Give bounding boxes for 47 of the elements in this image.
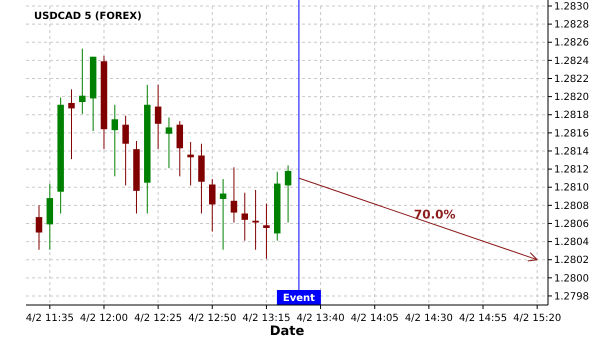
x-tick-label: 4/2 15:20 [513, 313, 562, 324]
y-tick-label: 1.2820 [554, 92, 589, 104]
ref-line-label: Event [282, 293, 316, 304]
candlestick [242, 192, 248, 242]
y-tick-label: 1.2812 [554, 164, 589, 176]
candlestick [36, 204, 42, 250]
candlestick [220, 178, 226, 250]
candlestick [252, 189, 259, 250]
candlestick [68, 88, 75, 160]
x-tick-label: 4/2 12:00 [80, 313, 128, 324]
y-tick-label: 1.2826 [554, 38, 589, 49]
x-tick-label: 4/2 13:15 [242, 313, 290, 324]
x-tick-label: 4/2 14:55 [458, 313, 508, 324]
x-tick-label: 4/2 14:30 [404, 313, 453, 324]
y-tick-label: 1.2810 [554, 182, 589, 194]
annotation: 70.0% [414, 208, 456, 222]
y-tick-label: 1.2824 [554, 56, 589, 67]
x-tick-label: 4/2 12:50 [188, 313, 236, 324]
y-tick-label: 1.2798 [554, 291, 589, 302]
candlestick [263, 203, 270, 260]
y-tick-label: 1.2822 [554, 74, 589, 85]
y-tick-label: 1.2830 [554, 2, 589, 12]
y-tick-label: 1.2808 [554, 200, 589, 212]
candlestick [284, 164, 292, 224]
candlestick [209, 178, 216, 232]
candlestick [230, 166, 238, 224]
y-tick-label: 1.2800 [554, 273, 589, 284]
text: USDCAD 5 (FOREX) [34, 11, 142, 22]
y-tick-label: 1.2814 [554, 146, 589, 158]
y-tick-label: 1.2816 [554, 128, 589, 140]
y-tick-label: 1.2818 [554, 110, 589, 122]
candlestick [187, 141, 194, 186]
y-tick-label: 1.2804 [554, 237, 589, 248]
x-tick-label: 4/2 12:25 [134, 313, 182, 324]
y-tick-label: 1.2802 [554, 255, 589, 266]
x-tick-label: 4/2 11:35 [26, 313, 74, 324]
x-axis-title: Date [270, 324, 304, 339]
x-tick-label: 4/2 14:05 [350, 313, 399, 324]
candlestick [79, 48, 86, 114]
y-tick-label: 1.2828 [554, 20, 589, 31]
candlestick [154, 84, 162, 150]
y-tick-label: 1.2806 [554, 218, 589, 230]
candlestick [112, 104, 118, 177]
candlestick [176, 120, 184, 177]
x-tick-label: 4/2 13:40 [296, 313, 345, 324]
candlestick [166, 116, 172, 169]
candlestick [122, 115, 129, 186]
